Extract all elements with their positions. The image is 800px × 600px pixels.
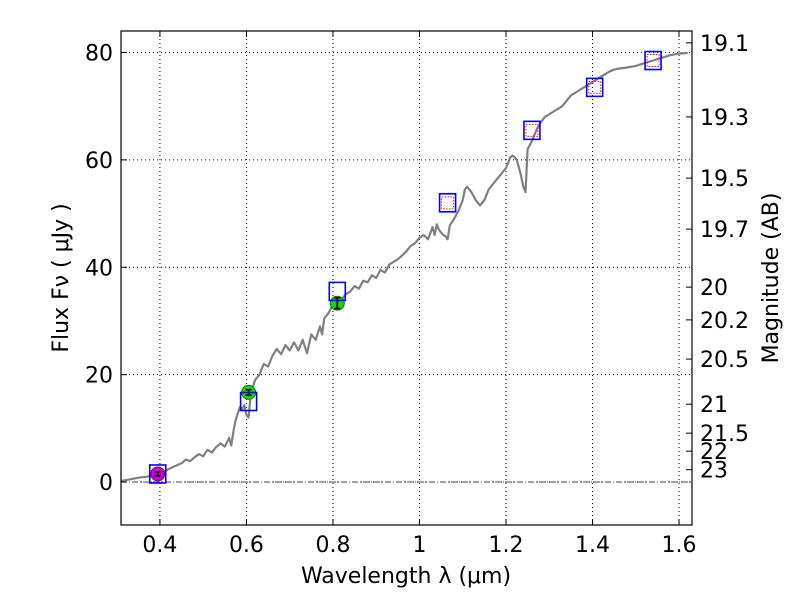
y-axis-label-right: Magnitude (AB) xyxy=(759,193,784,364)
mag-tick-label: 19.7 xyxy=(700,218,749,243)
model-box xyxy=(239,391,258,412)
mag-tick-label: 21 xyxy=(700,393,728,418)
mag-tick-label: 19.1 xyxy=(700,32,749,57)
upper-limit-box xyxy=(588,80,602,94)
model-box xyxy=(644,50,662,71)
y-tick-label: 60 xyxy=(85,149,113,174)
x-tick-label: 0.6 xyxy=(229,533,264,558)
y-tick-label: 40 xyxy=(85,256,113,281)
mag-tick-label: 20.5 xyxy=(700,348,749,373)
model-box xyxy=(438,193,457,213)
plot-frame xyxy=(120,30,693,526)
grid-lines xyxy=(121,31,692,525)
mag-tick-label: 23 xyxy=(700,459,728,484)
mag-tick-label: 20 xyxy=(700,276,728,301)
model-box xyxy=(523,120,541,141)
upper-limit-box xyxy=(441,196,455,210)
x-tick-label: 0.4 xyxy=(142,533,177,558)
mag-tick-label: 22 xyxy=(700,440,728,465)
series-layer xyxy=(120,51,688,483)
x-tick-label: 1.6 xyxy=(662,533,697,558)
spectrum-line xyxy=(120,51,688,483)
x-tick-label: 0.8 xyxy=(315,533,350,558)
mag-tick-label: 20.2 xyxy=(700,309,749,334)
y-tick-label: 80 xyxy=(85,41,113,66)
model-box xyxy=(328,281,347,302)
x-tick-label: 1 xyxy=(412,533,426,558)
y-tick-label: 20 xyxy=(85,364,113,389)
model-box xyxy=(585,77,604,98)
upper-limit-box xyxy=(646,54,660,68)
x-axis-label: Wavelength λ (μm) xyxy=(301,564,511,589)
x-tick-label: 1.2 xyxy=(488,533,523,558)
upper-limit-box xyxy=(525,123,539,137)
mag-tick-label: 19.5 xyxy=(700,167,749,192)
model-box xyxy=(148,464,167,484)
mag-tick-label: 19.3 xyxy=(700,106,749,131)
marker-layer xyxy=(148,50,662,484)
tick-layer: 0.4 0.6 0.8 1 1.2 1.4 1.6 0 20 40 60 80 19.1 19.3 19.5… xyxy=(85,31,749,558)
y-axis-label: Flux Fν ( μJy ) xyxy=(49,203,74,352)
y-tick-label: 0 xyxy=(99,471,113,496)
mag-tick-label: 21.5 xyxy=(700,422,749,447)
x-tick-label: 1.4 xyxy=(575,533,610,558)
